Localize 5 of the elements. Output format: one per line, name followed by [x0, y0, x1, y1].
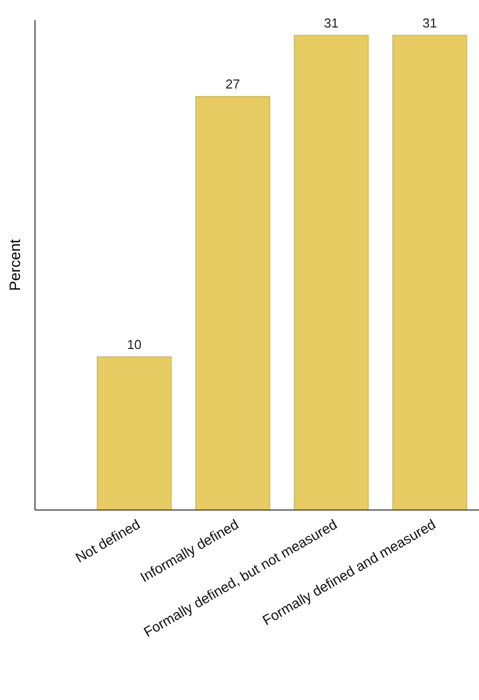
data-label: 10	[127, 336, 142, 352]
data-label: 31	[422, 15, 437, 30]
y-axis-title: Percent	[7, 238, 24, 291]
data-label: 31	[324, 15, 338, 30]
data-label: 27	[226, 76, 240, 92]
